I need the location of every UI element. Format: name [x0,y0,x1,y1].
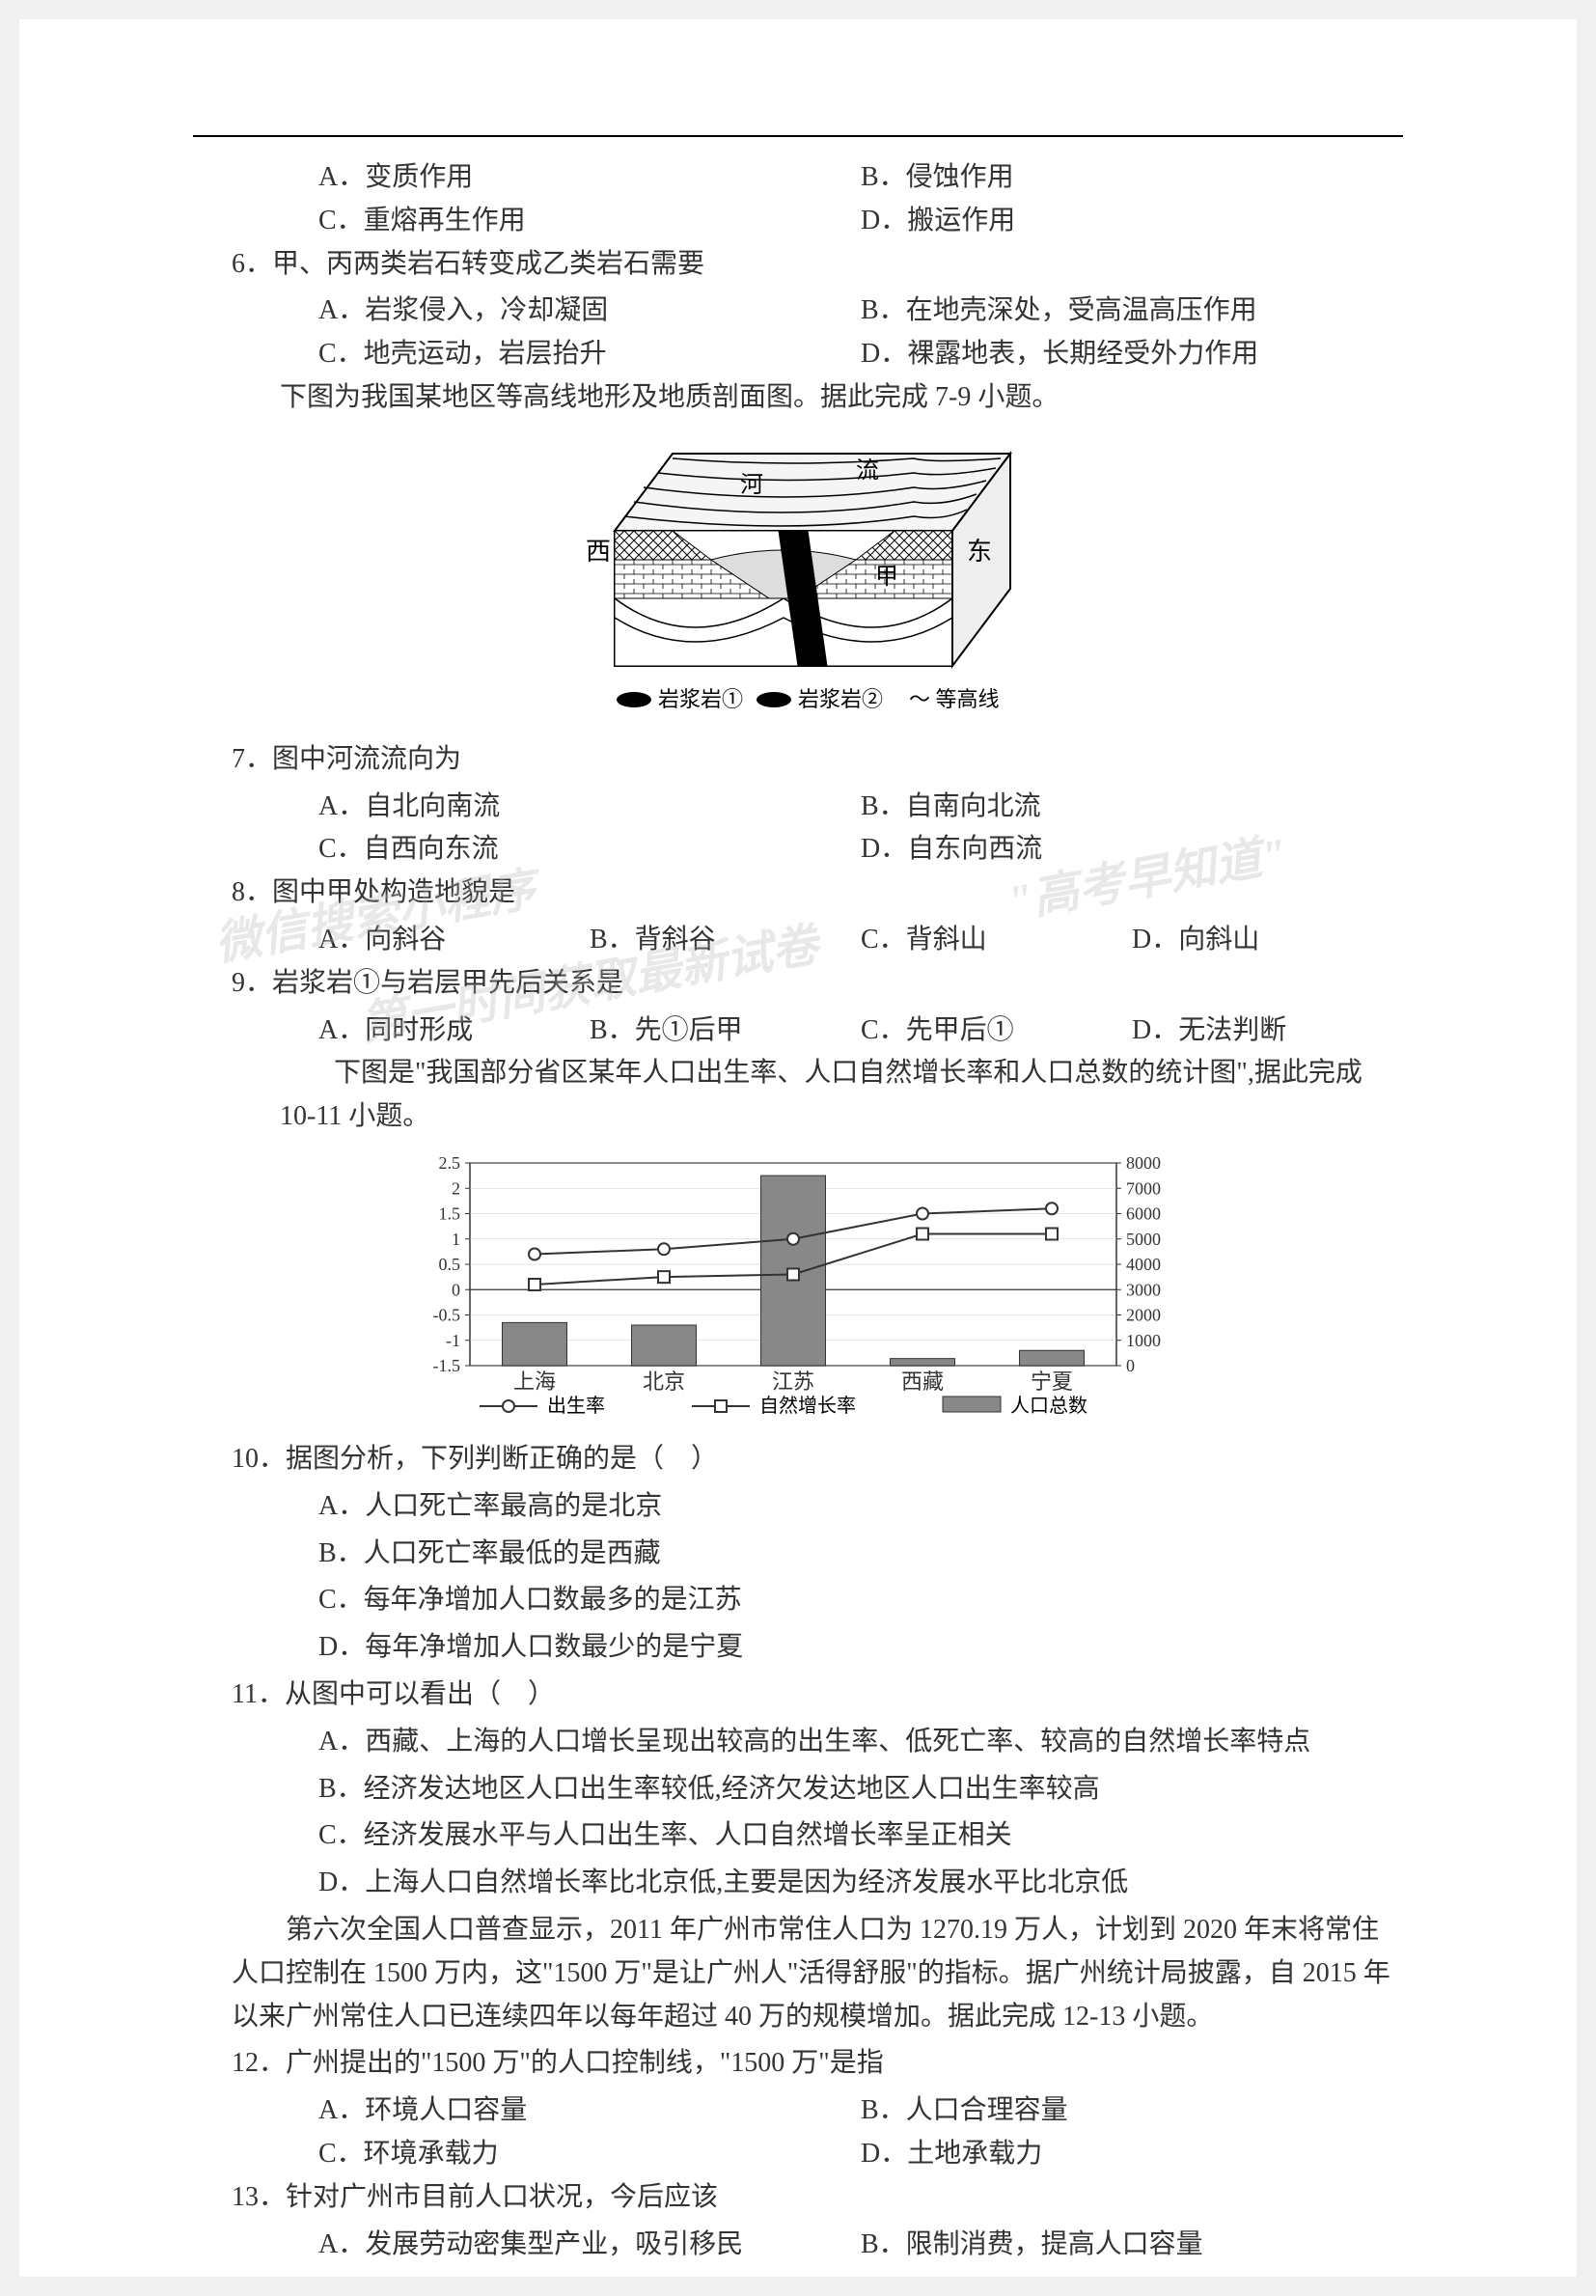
q8-option-a: A．向斜谷 [318,919,590,962]
q7-option-b: B．自南向北流 [861,786,1403,829]
q11-option-d: D．上海人口自然增长率比北京低,主要是因为经济发展水平比北京低 [193,1862,1403,1905]
svg-text:自然增长率: 自然增长率 [759,1395,856,1417]
q7-option-a: A．自北向南流 [318,786,861,829]
q12-options-row2: C．环境承载力 D．土地承载力 [193,2133,1403,2176]
q5-option-a: A．变质作用 [318,156,861,200]
svg-text:0: 0 [1126,1356,1135,1375]
diagram-jia-label: 甲 [875,565,898,590]
content-area: 微信搜索小程序 "高考早知道" 第一时间获取最新试卷 A．变质作用 B．侵蚀作用… [193,135,1403,2266]
q10-option-a: A．人口死亡率最高的是北京 [193,1485,1403,1529]
q7-options-row1: A．自北向南流 B．自南向北流 [193,786,1403,829]
svg-text:-1.5: -1.5 [433,1356,461,1375]
q8-stem: 8．图中甲处构造地貌是 [193,871,1403,915]
q9-option-c: C．先甲后① [861,1010,1132,1053]
svg-text:-0.5: -0.5 [433,1305,461,1324]
svg-text:岩浆岩①: 岩浆岩① [658,687,743,711]
q8-option-c: C．背斜山 [861,919,1132,962]
q8-option-b: B．背斜谷 [590,919,861,962]
q13-option-b: B．限制消费，提高人口容量 [861,2224,1403,2267]
svg-text:西藏: 西藏 [901,1369,944,1394]
q8-options-row: A．向斜谷 B．背斜谷 C．背斜山 D．向斜山 [193,919,1403,962]
q6-option-c: C．地壳运动，岩层抬升 [318,333,861,376]
svg-text:1.5: 1.5 [439,1203,461,1223]
q9-option-d: D．无法判断 [1132,1010,1403,1053]
svg-text:8000: 8000 [1126,1153,1161,1173]
q9-option-b: B．先①后甲 [590,1010,861,1053]
geology-diagram-container: 河 流 [193,434,1403,724]
q6-options-row1: A．岩浆侵入，冷却凝固 B．在地壳深处，受高温高压作用 [193,290,1403,333]
chart-container: -1.5 -1 -0.5 0 0.5 1 1.5 2 2.5 0 1000 2000 3000 4000 5… [193,1153,1403,1424]
svg-text:1000: 1000 [1126,1331,1161,1350]
q9-option-a: A．同时形成 [318,1010,590,1053]
svg-text:2: 2 [452,1178,460,1198]
q5-option-b: B．侵蚀作用 [861,156,1403,200]
diagram-east-label: 东 [967,538,992,566]
q6-options-row2: C．地壳运动，岩层抬升 D．裸露地表，长期经受外力作用 [193,333,1403,376]
intro-7-9: 下图为我国某地区等高线地形及地质剖面图。据此完成 7-9 小题。 [193,376,1403,420]
svg-text:-1: -1 [446,1331,460,1350]
q6-option-d: D．裸露地表，长期经受外力作用 [861,333,1403,376]
svg-text:宁夏: 宁夏 [1031,1369,1073,1394]
q9-options-row: A．同时形成 B．先①后甲 C．先甲后① D．无法判断 [193,1010,1403,1053]
q9-stem: 9．岩浆岩①与岩层甲先后关系是 [193,962,1403,1006]
q5-options-row1: A．变质作用 B．侵蚀作用 [193,156,1403,200]
svg-text:5000: 5000 [1126,1230,1161,1249]
svg-text:上海: 上海 [513,1369,556,1394]
q10-option-c: C．每年净增加人口数最多的是江苏 [193,1579,1403,1622]
svg-text:北京: 北京 [643,1369,685,1394]
q8-option-d: D．向斜山 [1132,919,1403,962]
svg-text:0: 0 [452,1280,460,1299]
q7-option-d: D．自东向西流 [861,828,1403,871]
q12-option-d: D．土地承载力 [861,2133,1403,2176]
q13-option-a: A．发展劳动密集型产业，吸引移民 [318,2224,861,2267]
svg-text:4000: 4000 [1126,1255,1161,1274]
q12-option-c: C．环境承载力 [318,2133,861,2176]
q10-option-d: D．每年净增加人口数最少的是宁夏 [193,1626,1403,1670]
svg-text:岩浆岩②: 岩浆岩② [798,687,883,711]
diagram-west-label: 西 [586,538,611,566]
q5-option-c: C．重熔再生作用 [318,200,861,243]
q12-options-row1: A．环境人口容量 B．人口合理容量 [193,2089,1403,2133]
q12-option-a: A．环境人口容量 [318,2089,861,2133]
diagram-flow-label: 流 [856,457,879,484]
q6-stem: 6．甲、丙两类岩石转变成乙类岩石需要 [193,243,1403,287]
q7-options-row2: C．自西向东流 D．自东向西流 [193,828,1403,871]
svg-text:人口总数: 人口总数 [1010,1395,1087,1417]
svg-text:2000: 2000 [1126,1305,1161,1324]
svg-text:～ 等高线: ～ 等高线 [909,687,1000,711]
intro-12-13: 第六次全国人口普查显示，2011 年广州市常住人口为 1270.19 万人，计划… [193,1909,1403,2038]
svg-text:0.5: 0.5 [439,1255,461,1274]
q11-option-a: A．西藏、上海的人口增长呈现出较高的出生率、低死亡率、较高的自然增长率特点 [193,1721,1403,1764]
q10-stem: 10．据图分析，下列判断正确的是（ ） [193,1438,1403,1481]
intro-10-11: 下图是"我国部分省区某年人口出生率、人口自然增长率和人口总数的统计图",据此完成… [193,1052,1403,1139]
diagram-river-label: 河 [740,472,763,498]
q11-option-b: B．经济发达地区人口出生率较低,经济欠发达地区人口出生率较高 [193,1768,1403,1812]
svg-text:江苏: 江苏 [772,1369,814,1394]
q10-option-b: B．人口死亡率最低的是西藏 [193,1533,1403,1576]
population-chart: -1.5 -1 -0.5 0 0.5 1 1.5 2 2.5 0 1000 2000 3000 4000 5… [402,1153,1194,1424]
q13-options-row: A．发展劳动密集型产业，吸引移民 B．限制消费，提高人口容量 [193,2224,1403,2267]
svg-text:1: 1 [452,1230,460,1249]
svg-text:3000: 3000 [1126,1280,1161,1299]
q11-option-c: C．经济发展水平与人口出生率、人口自然增长率呈正相关 [193,1814,1403,1858]
q5-options-row2: C．重熔再生作用 D．搬运作用 [193,200,1403,243]
geology-diagram: 河 流 [547,434,1049,724]
svg-text:6000: 6000 [1126,1203,1161,1223]
q6-option-b: B．在地壳深处，受高温高压作用 [861,290,1403,333]
q5-option-d: D．搬运作用 [861,200,1403,243]
exam-page: 微信搜索小程序 "高考早知道" 第一时间获取最新试卷 A．变质作用 B．侵蚀作用… [19,19,1577,2277]
q13-stem: 13．针对广州市目前人口状况，今后应该 [193,2176,1403,2220]
svg-text:2.5: 2.5 [439,1153,461,1173]
q12-option-b: B．人口合理容量 [861,2089,1403,2133]
svg-text:7000: 7000 [1126,1178,1161,1198]
q11-stem: 11．从图中可以看出（ ） [193,1674,1403,1717]
svg-text:出生率: 出生率 [547,1395,605,1417]
q12-stem: 12．广州提出的"1500 万"的人口控制线，"1500 万"是指 [193,2042,1403,2086]
q6-option-a: A．岩浆侵入，冷却凝固 [318,290,861,333]
q7-option-c: C．自西向东流 [318,828,861,871]
q7-stem: 7．图中河流流向为 [193,738,1403,782]
